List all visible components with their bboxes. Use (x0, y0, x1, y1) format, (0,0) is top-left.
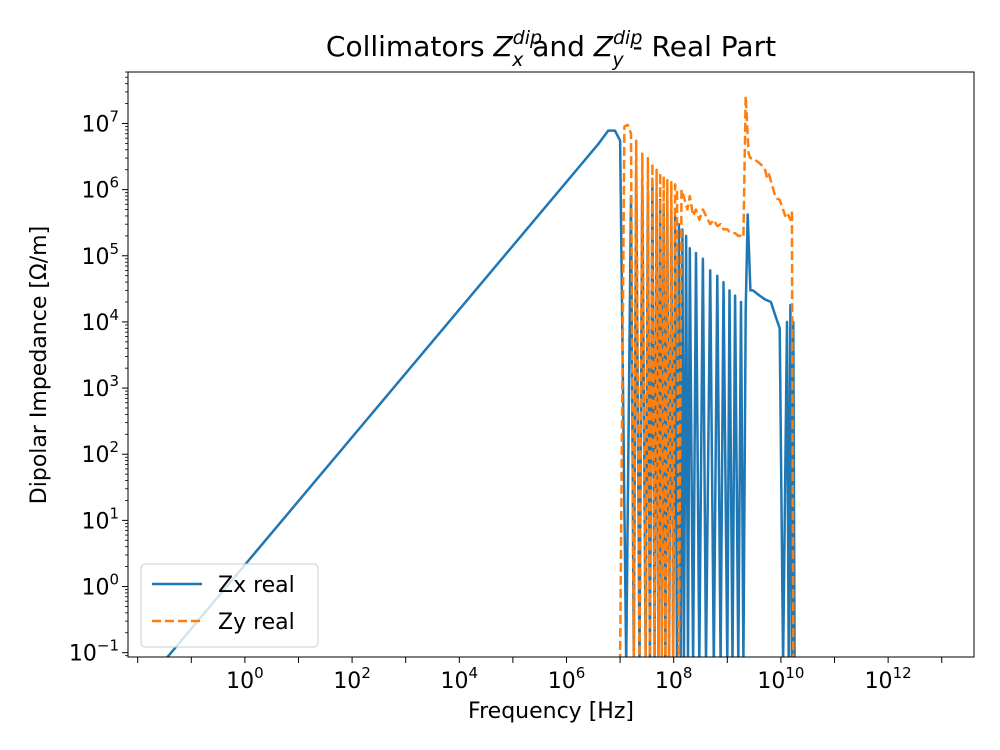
series-layer (165, 94, 796, 657)
y-tick-label: 103 (81, 372, 119, 402)
y-tick-label: 104 (81, 306, 119, 336)
y-tick-label: 102 (81, 438, 119, 468)
x-tick-label: 108 (655, 664, 693, 694)
y-tick-label: 101 (81, 504, 119, 534)
x-tick-label: 106 (548, 664, 586, 694)
x-tick-label: 1010 (757, 664, 804, 694)
x-tick-label: 100 (226, 664, 264, 694)
x-axis: 100 102 104 106 108 1010 1012 (137, 657, 943, 694)
y-tick-label: 107 (81, 107, 119, 137)
series-line-zy-real (618, 94, 795, 657)
legend: Zx real Zy real (140, 563, 319, 648)
y-tick-label: 100 (81, 571, 119, 601)
plot-frame (127, 71, 975, 658)
x-axis-label: Frequency [Hz] (468, 699, 634, 724)
legend-label-zy: Zy real (218, 610, 295, 635)
x-tick-label: 1012 (865, 664, 912, 694)
y-tick-label: 105 (81, 240, 119, 270)
y-tick-label: 106 (81, 174, 119, 204)
y-axis-label: Dipolar Impedance [Ω/m] (27, 226, 52, 504)
chart-title: Collimators Zdip x and Zdip y - Real Part (326, 27, 776, 71)
x-tick-label: 102 (333, 664, 371, 694)
y-tick-label: 10−1 (69, 637, 119, 667)
legend-label-zx: Zx real (218, 573, 295, 598)
x-tick-label: 104 (441, 664, 479, 694)
y-axis: 10−1 100 101 102 103 104 105 106 107 (69, 71, 128, 667)
